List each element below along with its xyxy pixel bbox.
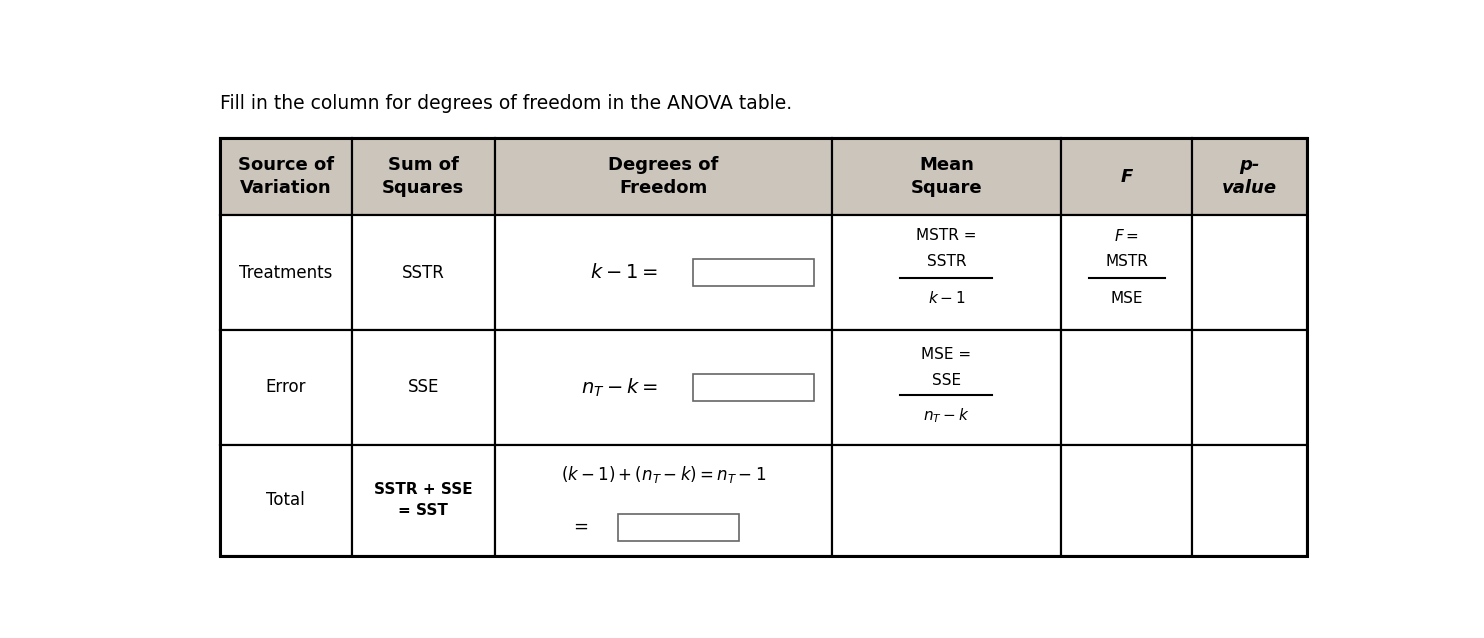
Bar <box>833 330 1061 445</box>
Bar <box>494 138 833 215</box>
Text: $n_T-k=$: $n_T-k=$ <box>580 376 657 399</box>
Text: Fill in the column for degrees of freedom in the ANOVA table.: Fill in the column for degrees of freedo… <box>220 94 792 113</box>
Bar <box>1193 138 1307 215</box>
Bar <box>220 445 352 556</box>
Text: MSE: MSE <box>1110 291 1143 306</box>
Bar <box>220 215 352 330</box>
Bar <box>833 138 1061 215</box>
Text: SSTR: SSTR <box>926 255 966 269</box>
Text: F: F <box>1120 168 1132 186</box>
Text: SSTR + SSE
= SST: SSTR + SSE = SST <box>374 482 472 518</box>
Text: $k-1$: $k-1$ <box>928 290 966 306</box>
Bar <box>1061 330 1193 445</box>
Text: MSTR: MSTR <box>1106 255 1149 269</box>
Bar <box>1061 445 1193 556</box>
Text: $F =$: $F =$ <box>1114 228 1140 244</box>
Text: Treatments: Treatments <box>239 263 332 281</box>
Text: $k-1=$: $k-1=$ <box>589 263 657 282</box>
Bar <box>833 215 1061 330</box>
Text: MSTR =: MSTR = <box>916 228 976 243</box>
Text: Source of
Variation: Source of Variation <box>237 156 334 197</box>
Bar <box>220 138 1307 556</box>
Bar <box>619 514 739 541</box>
Bar <box>833 445 1061 556</box>
Bar <box>1193 445 1307 556</box>
Text: Degrees of
Freedom: Degrees of Freedom <box>608 156 718 197</box>
Bar <box>693 259 815 286</box>
Bar <box>693 374 815 401</box>
Text: $n_T-k$: $n_T-k$ <box>923 406 971 426</box>
Text: Total: Total <box>267 491 306 509</box>
Bar <box>220 330 352 445</box>
Bar <box>1061 138 1193 215</box>
Text: SSE: SSE <box>932 373 962 388</box>
Text: =: = <box>573 518 588 536</box>
Bar <box>1061 215 1193 330</box>
Bar <box>352 445 494 556</box>
Text: Error: Error <box>266 378 306 396</box>
Text: $(k-1)+(n_T-k) = n_T-1$: $(k-1)+(n_T-k) = n_T-1$ <box>561 464 766 485</box>
Bar <box>1193 330 1307 445</box>
Text: p-
value: p- value <box>1223 156 1278 197</box>
Bar <box>494 215 833 330</box>
Text: MSE =: MSE = <box>922 346 972 362</box>
Bar <box>352 330 494 445</box>
Bar <box>494 445 833 556</box>
Bar <box>352 215 494 330</box>
Bar <box>220 138 352 215</box>
Bar <box>1193 215 1307 330</box>
Bar <box>352 138 494 215</box>
Text: Mean
Square: Mean Square <box>911 156 982 197</box>
Text: SSTR: SSTR <box>402 263 445 281</box>
Text: Sum of
Squares: Sum of Squares <box>381 156 464 197</box>
Text: SSE: SSE <box>408 378 439 396</box>
Bar <box>494 330 833 445</box>
